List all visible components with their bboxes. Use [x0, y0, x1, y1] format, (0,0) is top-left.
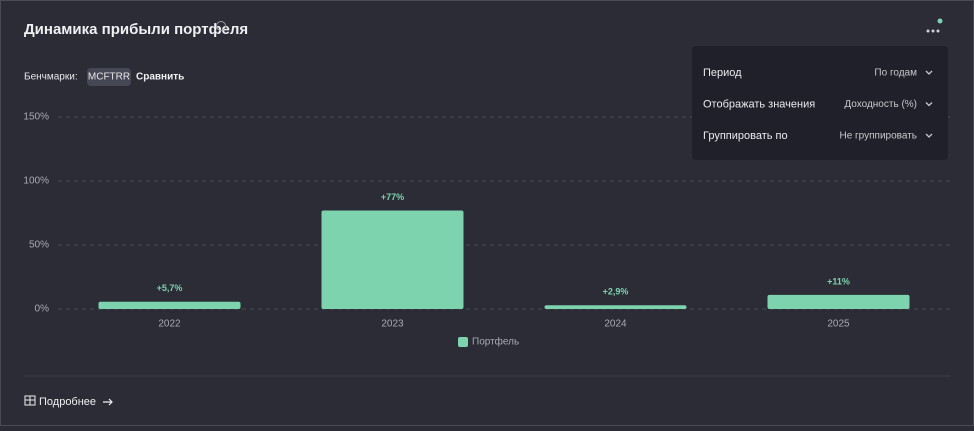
details-link[interactable]: Подробнее [39, 396, 96, 408]
bar [98, 301, 241, 309]
y-tick-label: 100% [23, 176, 49, 187]
x-tick-label: 2025 [827, 319, 850, 330]
value-label: +11% [827, 276, 850, 286]
bar [767, 294, 910, 309]
menu-value[interactable]: Доходность (%) [844, 99, 917, 110]
menu-label: Группировать по [703, 130, 788, 142]
arrow [103, 398, 113, 406]
legend-swatch[interactable] [458, 337, 468, 347]
menu-value[interactable]: Не группировать [839, 131, 917, 142]
y-tick-label: 0% [35, 304, 50, 315]
menu-panel [692, 46, 948, 160]
y-tick-label: 150% [23, 112, 49, 123]
chevron[interactable] [925, 70, 933, 75]
benchmarks-label: Бенчмарки: [24, 72, 78, 83]
title: Динамика прибыли портфеля [24, 21, 248, 38]
compare-link[interactable]: Сравнить [136, 72, 184, 83]
chip[interactable] [87, 68, 131, 86]
x-tick-label: 2023 [381, 319, 404, 330]
value-label: +5,7% [157, 283, 183, 293]
menu-label: Отображать значения [703, 98, 815, 110]
chevron[interactable] [925, 102, 933, 107]
menu-value[interactable]: По годам [874, 68, 917, 79]
value-label: +2,9% [603, 287, 629, 297]
chevron[interactable] [925, 133, 933, 138]
x-tick-label: 2022 [158, 319, 181, 330]
settings-menu: Период По годам Отображать значения Доходно… [692, 46, 948, 160]
table-icon [24, 395, 36, 406]
more-button[interactable] [926, 18, 943, 33]
bar [321, 210, 464, 309]
menu-label: Период [703, 67, 742, 79]
x-tick-label: 2024 [604, 319, 627, 330]
bar [544, 305, 687, 309]
legend-label[interactable]: Портфель [472, 336, 519, 348]
plot: 0% 50% 100% 150% 2022 2023 2024 2025 +5,7% +77% +2… [23, 112, 950, 348]
value-label: +77% [381, 192, 404, 202]
y-tick-label: 50% [29, 240, 49, 251]
chip-label: MCFTRR [88, 72, 130, 83]
help-icon[interactable] [216, 21, 226, 31]
